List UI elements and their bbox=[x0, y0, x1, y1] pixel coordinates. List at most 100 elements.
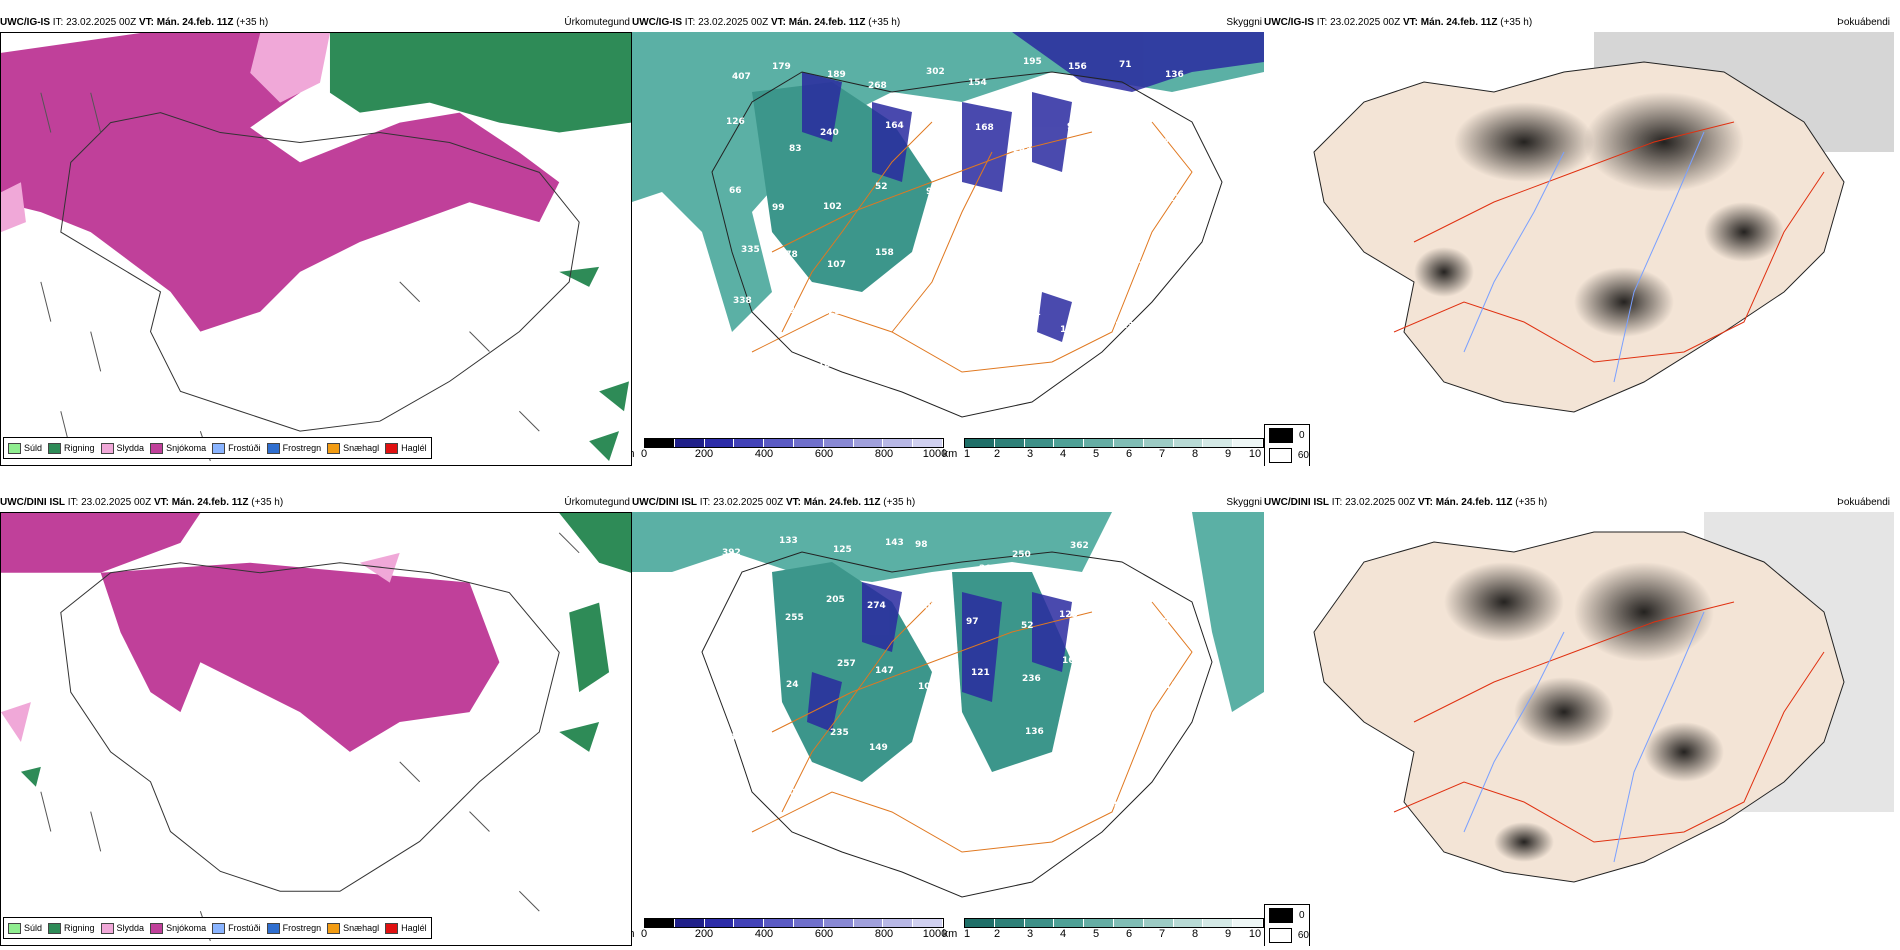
ceiling-label: 121 bbox=[919, 242, 938, 252]
ceiling-label: 123 bbox=[1115, 321, 1134, 331]
panel-title: Þokuábendi bbox=[1837, 17, 1890, 28]
visibility-panel: UWC/IG-IS IT: 23.02.2025 00Z VT: Mán. 24… bbox=[632, 14, 1264, 466]
ceiling-label: 133 bbox=[779, 536, 798, 546]
sleet-area bbox=[1, 33, 330, 233]
legend-item: Rigning bbox=[48, 442, 95, 454]
panel-header: UWC/IG-IS IT: 23.02.2025 00Z VT: Mán. 24… bbox=[1264, 14, 1900, 32]
ceiling-label: 121 bbox=[971, 668, 990, 678]
panel-title: Úrkomutegund bbox=[564, 17, 630, 28]
fog-map[interactable] bbox=[1264, 512, 1900, 946]
road-network bbox=[1393, 601, 1825, 843]
lead-time: (+35 h) bbox=[236, 17, 269, 28]
ceiling-label: 136 bbox=[1025, 727, 1044, 737]
panel-header: UWC/IG-IS IT: 23.02.2025 00Z VT: Mán. 24… bbox=[0, 14, 632, 32]
ceiling-label: 195 bbox=[1023, 57, 1042, 67]
ceiling-label: 83 bbox=[789, 144, 802, 154]
ceiling-label: 257 bbox=[837, 659, 856, 669]
valid-time: VT: Mán. 24.feb. 11Z bbox=[138, 17, 234, 28]
ceiling-label: 183 bbox=[818, 360, 837, 370]
visibility-scale: km 1 2 3 4 5 6 7 8 9 10 bbox=[943, 918, 1264, 942]
ceiling-label: 68 bbox=[1058, 800, 1071, 810]
ceiling-label: 136 bbox=[1165, 70, 1184, 80]
fog-shading bbox=[1414, 92, 1784, 337]
ceiling-label: 107 bbox=[918, 602, 937, 612]
fog-shading bbox=[1444, 562, 1724, 862]
legend-item: Frostúði bbox=[212, 922, 261, 934]
road-network bbox=[751, 601, 1193, 853]
ceiling-label: 118 bbox=[1165, 681, 1184, 691]
ceiling-label: 147 bbox=[1125, 261, 1144, 271]
visibility-map[interactable]: 407 179 189 268 302 154 195 156 71 136 126 83 240 164… bbox=[632, 32, 1264, 436]
ceiling-label: 125 bbox=[1059, 610, 1078, 620]
ceiling-label: 154 bbox=[968, 78, 987, 88]
ceiling-label: 136 bbox=[1170, 536, 1189, 546]
ceiling-label: 149 bbox=[869, 743, 888, 753]
ceiling-label: 80 bbox=[1075, 264, 1088, 274]
ceiling-label: 255 bbox=[785, 613, 804, 623]
ceiling-label: 98 bbox=[915, 540, 928, 550]
panel-title: Þokuábendi bbox=[1837, 497, 1890, 508]
rain-area bbox=[20, 513, 631, 787]
ceiling-label: 576 bbox=[1107, 187, 1126, 197]
legend-item: Snjókoma bbox=[150, 922, 206, 934]
precip-type-legend: Súld Rigning Slydda Snjókoma Frostúði Fr… bbox=[3, 437, 432, 459]
ceiling-label: 52 bbox=[875, 182, 888, 192]
ceiling-label: 207 bbox=[783, 788, 802, 798]
sleet-area bbox=[1, 552, 400, 742]
ceiling-label: 23 bbox=[919, 324, 932, 334]
ceiling-label: 212 bbox=[886, 785, 905, 795]
ceiling-label: 59 bbox=[1158, 789, 1171, 799]
ceiling-label: 107 bbox=[827, 260, 846, 270]
ceiling-label: 274 bbox=[867, 601, 886, 611]
ceiling-label: 73 bbox=[1013, 182, 1026, 192]
precip-map[interactable]: Súld Rigning Slydda Snjókoma Frostúði Fr… bbox=[0, 32, 632, 466]
ceiling-label: 168 bbox=[975, 123, 994, 133]
ceiling-label: 121 bbox=[880, 317, 899, 327]
ceiling-label: 83 bbox=[788, 363, 801, 373]
ceiling-label: 24 bbox=[786, 680, 799, 690]
ceiling-labels: 407 179 189 268 302 154 195 156 71 136 126 83 240 164… bbox=[725, 57, 1188, 389]
ceiling-label: 126 bbox=[726, 117, 745, 127]
ceiling-label: 46 bbox=[977, 195, 990, 205]
panel-title: Úrkomutegund bbox=[564, 497, 630, 508]
legend-item: Haglél bbox=[385, 922, 427, 934]
legend-swatch-black bbox=[1269, 427, 1293, 443]
ceiling-label: 179 bbox=[772, 62, 791, 72]
panel-header: UWC/DINI ISL IT: 23.02.2025 00Z VT: Mán.… bbox=[632, 494, 1264, 512]
ceiling-label: 362 bbox=[1070, 541, 1089, 551]
ceiling-label: 127 bbox=[922, 132, 941, 142]
ceiling-label: 66 bbox=[729, 186, 742, 196]
ceiling-label: 407 bbox=[732, 72, 751, 82]
ceiling-label: 61 bbox=[735, 845, 748, 855]
ceiling-label: 91 bbox=[963, 735, 976, 745]
ceiling-label: 52 bbox=[1021, 621, 1034, 631]
ceiling-label: 102 bbox=[918, 682, 937, 692]
ceiling-label: 399 bbox=[1169, 254, 1188, 264]
visibility-scale: km 1 2 3 4 5 6 7 8 9 10 bbox=[943, 438, 1264, 462]
precip-type-panel: UWC/DINI ISL IT: 23.02.2025 00Z VT: Mán.… bbox=[0, 494, 632, 946]
ceiling-label: 133 bbox=[977, 239, 996, 249]
ceiling-label: 335 bbox=[741, 245, 760, 255]
ceiling-label: 236 bbox=[1022, 674, 1041, 684]
ceiling-label: 97 bbox=[962, 306, 975, 316]
ceiling-label: 77 bbox=[1059, 717, 1072, 727]
legend-item: Súld bbox=[8, 442, 42, 454]
visibility-map[interactable]: 392 133 125 143 98 201 250 362 252 136 155 255 205 27… bbox=[632, 512, 1264, 916]
ceiling-label: 145 bbox=[1117, 612, 1136, 622]
rain-area bbox=[329, 33, 631, 462]
fog-index-panel: UWC/DINI ISL IT: 23.02.2025 00Z VT: Mán.… bbox=[1264, 494, 1900, 946]
ceiling-label: 97 bbox=[1163, 617, 1176, 627]
fog-map[interactable] bbox=[1264, 32, 1900, 466]
snow-area bbox=[1, 513, 500, 752]
rivers bbox=[1463, 611, 1705, 863]
ceiling-label: 146 bbox=[967, 795, 986, 805]
road-network bbox=[1393, 121, 1825, 363]
legend-item: Rigning bbox=[48, 922, 95, 934]
ceiling-label: 73 bbox=[1117, 125, 1130, 135]
precip-type-panel: UWC/IG-IS IT: 23.02.2025 00Z VT: Mán. 24… bbox=[0, 14, 632, 466]
legend-item: Frostregn bbox=[266, 922, 321, 934]
fog-index-legend: 0 60 bbox=[1264, 904, 1310, 946]
ceiling-label: 71 bbox=[1119, 60, 1132, 70]
precip-map[interactable]: Súld Rigning Slydda Snjókoma Frostúði Fr… bbox=[0, 512, 632, 946]
